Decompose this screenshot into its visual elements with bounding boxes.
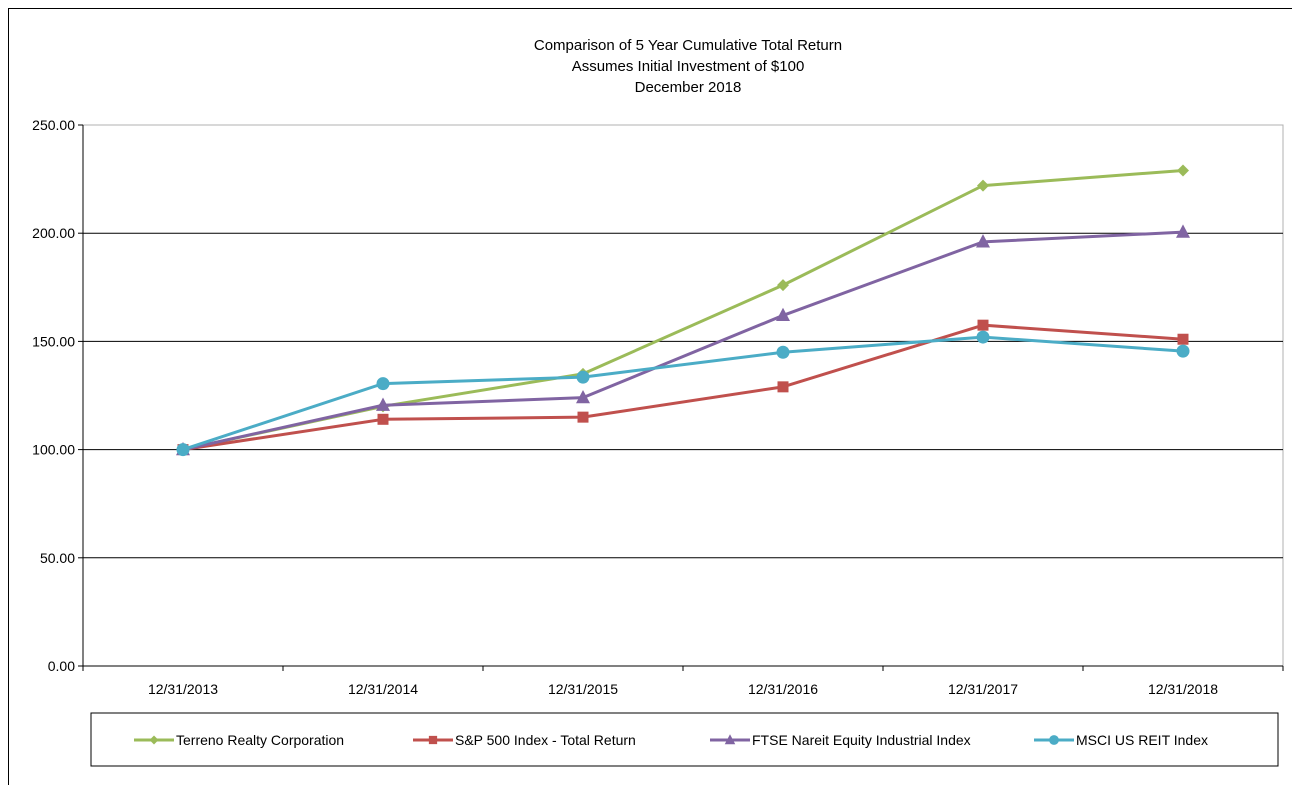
x-tick-label: 12/31/2017	[948, 681, 1018, 697]
x-tick-label: 12/31/2013	[148, 681, 218, 697]
data-point	[1176, 224, 1190, 238]
y-tick-label: 200.00	[32, 225, 75, 241]
data-point	[976, 234, 990, 248]
data-point	[576, 370, 590, 384]
data-point	[1177, 164, 1189, 177]
grid-layer	[82, 124, 1284, 667]
chart-title-line-1: Comparison of 5 Year Cumulative Total Re…	[534, 37, 842, 54]
legend-box	[90, 712, 1279, 767]
legend-label: FTSE Nareit Equity Industrial Index	[752, 732, 971, 748]
x-tick-label: 12/31/2018	[1148, 681, 1218, 697]
data-point	[376, 397, 390, 411]
data-point	[577, 411, 589, 423]
legend: Terreno Realty Corporation S&P 500 Index …	[134, 732, 1208, 748]
legend-swatch-marker	[149, 735, 159, 745]
legend-item-0: Terreno Realty Corporation	[134, 732, 344, 748]
series-line	[182, 230, 1184, 452]
series-line	[182, 168, 1184, 452]
data-point	[776, 345, 790, 359]
series-line	[182, 335, 1184, 452]
legend-item-1: S&P 500 Index - Total Return	[413, 732, 636, 748]
y-tick-label: 150.00	[32, 333, 75, 349]
data-point	[977, 319, 989, 331]
plot-area	[82, 124, 1284, 667]
y-tick-label: 50.00	[40, 550, 75, 566]
data-point	[776, 307, 790, 322]
data-point	[377, 413, 389, 425]
data-point	[376, 377, 390, 391]
data-point	[576, 389, 590, 404]
axis-layer: 0.00 50.00 100.00 150.00 200.00 250.00 12/31/2…	[32, 117, 1284, 697]
legend-swatch-marker	[1049, 735, 1059, 745]
y-tick-label: 250.00	[32, 117, 75, 133]
legend-label: MSCI US REIT Index	[1076, 732, 1208, 748]
x-tick-label: 12/31/2014	[348, 681, 418, 697]
legend-label: Terreno Realty Corporation	[176, 732, 344, 748]
data-point	[977, 179, 989, 192]
x-tick-label: 12/31/2016	[748, 681, 818, 697]
chart-frame	[8, 8, 1292, 785]
legend-label: S&P 500 Index - Total Return	[455, 732, 636, 748]
series-3	[176, 330, 1190, 457]
chart-title-line-2: Assumes Initial Investment of $100	[572, 58, 805, 75]
data-point	[176, 443, 190, 457]
chart-title-line-3: December 2018	[635, 79, 742, 96]
x-tick-label: 12/31/2015	[548, 681, 618, 697]
series-line	[182, 323, 1184, 452]
legend-swatch-marker	[428, 735, 438, 745]
data-point	[1176, 344, 1190, 358]
series-0	[177, 164, 1189, 456]
legend-item-3: MSCI US REIT Index	[1034, 732, 1208, 748]
data-point	[976, 330, 990, 344]
series-layer	[176, 164, 1190, 457]
y-tick-label: 0.00	[48, 658, 75, 674]
data-point	[1177, 333, 1189, 345]
legend-item-2: FTSE Nareit Equity Industrial Index	[710, 732, 971, 748]
legend-swatch-marker	[724, 734, 736, 745]
y-tick-label: 100.00	[32, 442, 75, 458]
data-point	[777, 279, 789, 292]
data-point	[777, 381, 789, 393]
